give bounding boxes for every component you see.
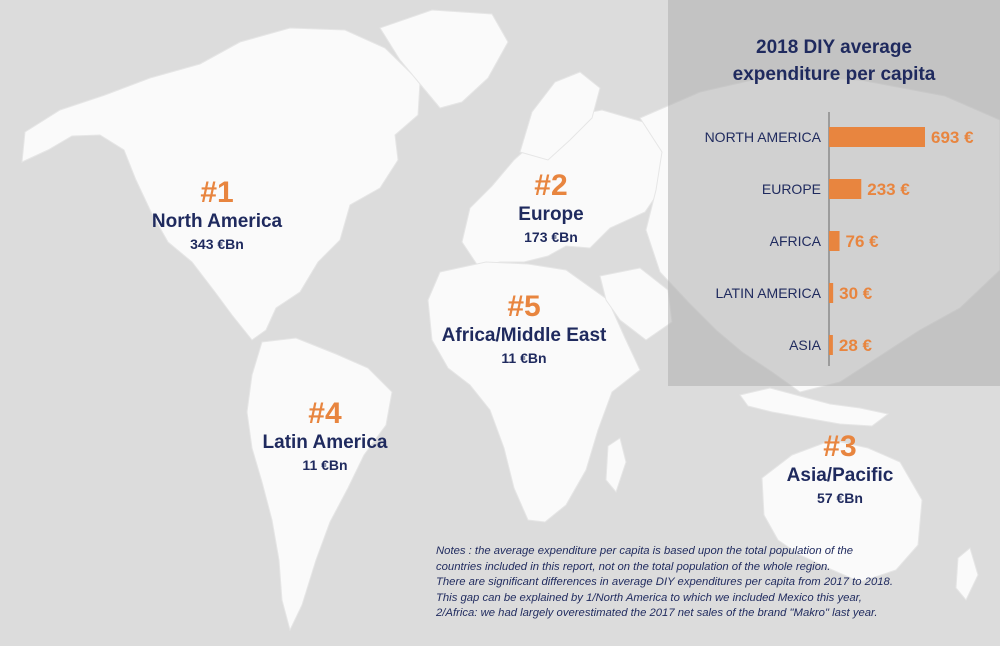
region-rank: #1	[200, 176, 234, 209]
region-north-america: #1 North America 343 €Bn	[152, 176, 282, 254]
notes-line: Notes : the average expenditure per capi…	[436, 545, 854, 557]
bar	[829, 283, 834, 303]
land-south-america	[246, 337, 393, 632]
region-latin-america: #4 Latin America 11 €Bn	[263, 397, 388, 475]
bar-chart: NORTH AMERICA 693 € EUROPE 233 € AFRICA 76 € L…	[705, 112, 974, 366]
land-north-america	[21, 27, 421, 341]
land-africa	[427, 261, 641, 523]
bar-value-label: 693 €	[931, 128, 974, 147]
bar-category-label: ASIA	[789, 337, 822, 353]
land-scandinavia	[519, 71, 601, 161]
region-name: Latin America	[262, 432, 388, 453]
bar-category-label: EUROPE	[762, 181, 821, 197]
notes-line: countries included in this report, not o…	[436, 560, 831, 573]
land-new-zealand	[955, 547, 979, 601]
land-australia	[761, 439, 923, 583]
region-value: 11 €Bn	[302, 457, 348, 473]
expenditure-panel: 2018 DIY average expenditure per capita …	[668, 0, 1000, 386]
bar-value-label: 30 €	[839, 284, 873, 303]
region-name: North America	[151, 211, 283, 232]
bar-category-label: LATIN AMERICA	[715, 285, 821, 301]
bar-value-label: 233 €	[867, 180, 910, 199]
region-asia-pacific: #3 Asia/Pacific 57 €Bn	[787, 430, 894, 508]
bar	[829, 179, 862, 199]
land-indonesia	[739, 387, 890, 427]
region-name: Asia/Pacific	[786, 465, 894, 486]
land-madagascar	[605, 437, 627, 494]
region-value: 173 €Bn	[524, 229, 578, 245]
notes-line: 2/Africa: we had largely overestimated t…	[436, 607, 878, 620]
region-value: 11 €Bn	[501, 350, 547, 366]
region-name: Africa/Middle East	[441, 325, 607, 346]
bar-value-label: 76 €	[846, 232, 880, 251]
bar-category-label: AFRICA	[770, 233, 822, 249]
notes-line: There are significant differences in ave…	[436, 576, 893, 589]
region-value: 343 €Bn	[190, 236, 244, 252]
region-rank: #5	[507, 290, 541, 323]
region-africa-middle-east: #5 Africa/Middle East 11 €Bn	[442, 290, 607, 368]
bar	[829, 231, 840, 251]
bar	[829, 127, 925, 147]
region-rank: #2	[534, 169, 568, 202]
region-europe: #2 Europe 173 €Bn	[518, 169, 583, 247]
chart-title-line: 2018 DIY average	[756, 37, 912, 58]
region-rank: #4	[308, 397, 342, 430]
region-name: Europe	[518, 204, 584, 225]
region-rank: #3	[823, 430, 857, 463]
chart-title: 2018 DIY average expenditure per capita	[668, 34, 1000, 88]
region-value: 57 €Bn	[817, 490, 863, 506]
notes: Notes : the average expenditure per capi…	[436, 544, 996, 622]
bar-value-label: 28 €	[839, 336, 873, 355]
notes-line: This gap can be explained by 1/North Ame…	[436, 591, 862, 604]
land-greenland	[379, 9, 509, 109]
bar-category-label: NORTH AMERICA	[705, 129, 822, 145]
bar	[829, 335, 833, 355]
chart-title-line: expenditure per capita	[732, 64, 936, 85]
land-arabia	[599, 267, 673, 341]
